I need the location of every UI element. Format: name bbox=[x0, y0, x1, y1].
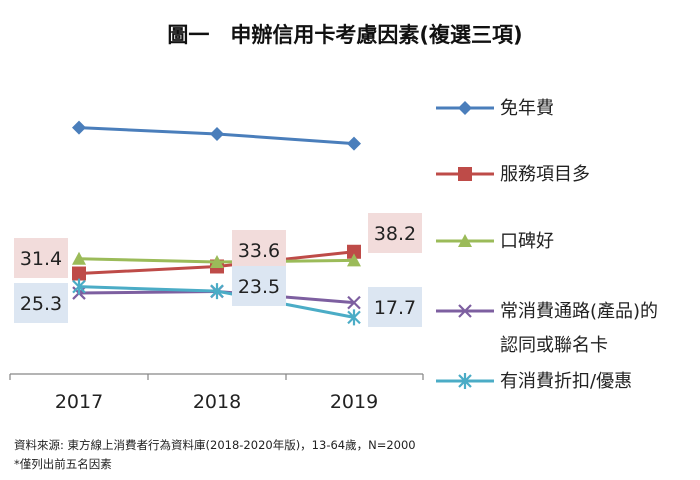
data-point bbox=[347, 309, 361, 326]
legend-entry: 認同或聯名卡 bbox=[500, 335, 608, 356]
svg-text:23.5: 23.5 bbox=[238, 276, 280, 298]
data-label: 33.6 bbox=[232, 230, 286, 270]
data-point bbox=[72, 266, 86, 281]
data-point bbox=[210, 127, 224, 141]
data-label: 31.4 bbox=[14, 238, 68, 278]
legend-marker bbox=[458, 373, 472, 389]
svg-text:認同或聯名卡: 認同或聯名卡 bbox=[500, 335, 608, 356]
svg-text:口碑好: 口碑好 bbox=[500, 231, 554, 252]
svg-text:25.3: 25.3 bbox=[20, 293, 62, 315]
legend-marker bbox=[458, 101, 472, 115]
legend-entry: 口碑好 bbox=[436, 231, 554, 252]
legend-entry: 有消費折扣/優惠 bbox=[436, 371, 632, 392]
svg-text:免年費: 免年費 bbox=[500, 98, 554, 119]
data-point bbox=[72, 120, 86, 135]
svg-text:33.6: 33.6 bbox=[238, 240, 280, 262]
data-point bbox=[347, 295, 361, 310]
data-point bbox=[210, 283, 224, 300]
legend-marker bbox=[458, 167, 472, 181]
legend-marker bbox=[458, 304, 472, 318]
legend-entry: 免年費 bbox=[436, 98, 554, 119]
legend-marker bbox=[458, 234, 472, 247]
chart-title: 圖一 申辦信用卡考慮因素(複選三項) bbox=[167, 23, 522, 47]
x-tick-label: 2018 bbox=[193, 391, 241, 413]
plot-area: 2017 2018 2019 31.4 33.6 38.2 25.3 23.5 17.7 bbox=[9, 120, 424, 413]
source-note: 資料來源: 東方線上消費者行為資料庫(2018-2020年版)，13-64歲，N… bbox=[14, 438, 416, 452]
x-tick-label: 2017 bbox=[55, 391, 103, 413]
data-point bbox=[72, 278, 86, 295]
svg-text:31.4: 31.4 bbox=[20, 248, 62, 270]
data-point bbox=[347, 253, 361, 267]
legend-entry: 常消費通路(產品)的 bbox=[436, 301, 658, 322]
data-point bbox=[72, 251, 86, 265]
data-label: 23.5 bbox=[232, 266, 286, 306]
data-label: 38.2 bbox=[368, 213, 422, 253]
data-point bbox=[347, 244, 361, 259]
legend-entry: 服務項目多 bbox=[436, 164, 590, 185]
svg-text:常消費通路(產品)的: 常消費通路(產品)的 bbox=[500, 301, 658, 322]
data-point bbox=[347, 136, 361, 151]
x-tick-label: 2019 bbox=[330, 391, 378, 413]
footnote: *僅列出前五名因素 bbox=[14, 457, 112, 471]
data-point bbox=[210, 255, 224, 268]
data-label: 25.3 bbox=[14, 283, 68, 323]
svg-text:38.2: 38.2 bbox=[374, 223, 416, 245]
svg-text:服務項目多: 服務項目多 bbox=[500, 164, 590, 185]
svg-text:有消費折扣/優惠: 有消費折扣/優惠 bbox=[500, 371, 632, 392]
data-label: 17.7 bbox=[368, 287, 422, 327]
svg-text:17.7: 17.7 bbox=[374, 297, 416, 319]
